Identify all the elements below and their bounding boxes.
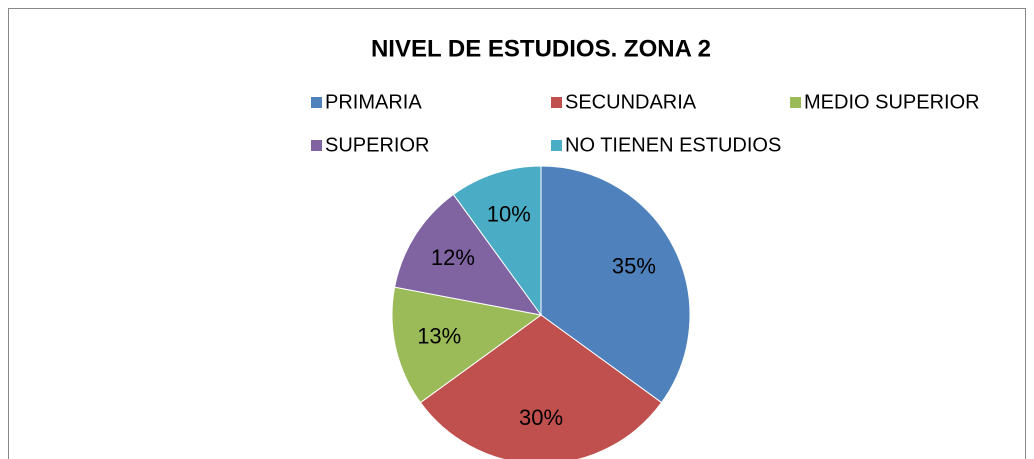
chart-title: NIVEL DE ESTUDIOS. ZONA 2 [371,35,711,62]
data-label: 30% [519,405,563,430]
legend-label: NO TIENEN ESTUDIOS [565,134,781,156]
legend-label: SUPERIOR [325,134,429,156]
legend-swatch [551,97,562,108]
legend-label: SECUNDARIA [565,91,697,113]
legend-swatch [311,97,322,108]
legend-swatch [551,140,562,151]
data-label: 10% [487,202,531,227]
legend-swatch [311,140,322,151]
pie-slice [419,314,663,459]
legend-label: PRIMARIA [325,91,422,113]
legend-label: MEDIO SUPERIOR [804,91,980,113]
pie-slice [452,165,542,317]
data-label: 12% [431,245,475,270]
data-label: 13% [417,324,461,349]
pie-slice [540,165,691,404]
legend-swatch [790,97,801,108]
pie-slice [394,193,543,316]
data-label: 35% [612,253,656,278]
pie-slice [391,286,543,404]
